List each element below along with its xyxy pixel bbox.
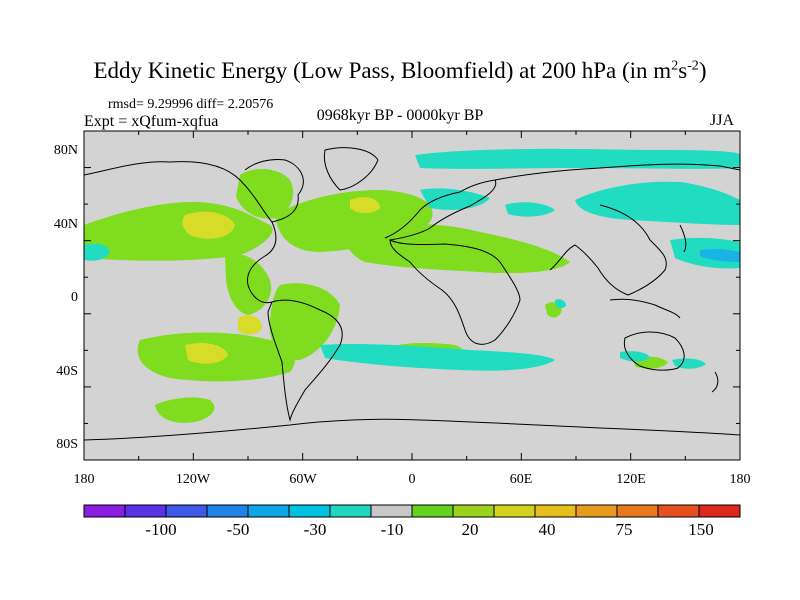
colorbar-box-3 xyxy=(165,504,208,518)
lat-label-80s: 80S xyxy=(56,437,78,452)
colorbar-box-11 xyxy=(493,504,536,518)
region-andes-core xyxy=(238,315,262,335)
colorbar-box-5 xyxy=(247,504,290,518)
colorbar-box-12 xyxy=(534,504,577,518)
region-siberia-cyan xyxy=(575,181,740,225)
colorbar-label-5: 20 xyxy=(461,520,479,539)
region-arctic-cyan xyxy=(415,148,740,169)
region-north-pacific-core xyxy=(182,211,235,239)
region-south-atlantic-cyan xyxy=(320,343,555,371)
title-text: Eddy Kinetic Energy (Low Pass, Bloomfiel… xyxy=(93,58,672,83)
colorbar-box-10 xyxy=(452,504,495,518)
lon-label-0: 0 xyxy=(408,472,416,487)
region-dateline-cyan xyxy=(84,243,110,261)
colorbar-label-8: 150 xyxy=(688,520,714,539)
title-units-s: s xyxy=(678,58,688,83)
lon-label-180e: 180 xyxy=(729,472,751,487)
lon-label-60e: 60E xyxy=(509,472,533,487)
lon-label-60w: 60W xyxy=(289,472,317,487)
colorbar-box-8 xyxy=(370,504,413,518)
region-north-atlantic-core xyxy=(350,197,380,214)
lon-label-120w: 120W xyxy=(175,472,211,487)
colorbar-box-15 xyxy=(657,504,700,518)
period-line: 0968kyr BP - 0000kyr BP xyxy=(316,107,484,124)
colorbar-box-13 xyxy=(575,504,618,518)
region-south-pacific-core xyxy=(185,343,228,364)
lon-label-120e: 120E xyxy=(616,472,646,487)
region-southern-ocean-patch xyxy=(155,397,215,423)
colorbar-box-4 xyxy=(206,504,249,518)
lon-label-180w: 180 xyxy=(73,472,95,487)
coast-australia xyxy=(623,331,685,371)
title-units-sq: 2 xyxy=(671,58,679,74)
lat-label-0: 0 xyxy=(71,290,78,305)
lat-label-40s: 40S xyxy=(56,364,78,379)
coast-greenland xyxy=(323,147,379,191)
colorbar-box-16 xyxy=(698,504,741,518)
colorbar-box-14 xyxy=(616,504,659,518)
colorbar-label-7: 75 xyxy=(615,520,633,539)
region-europe-africa-band xyxy=(346,223,570,274)
colorbar-label-2: -50 xyxy=(226,520,250,539)
colorbar-label-6: 40 xyxy=(538,520,556,539)
coast-north-america xyxy=(84,159,304,304)
colorbar-label-4: -10 xyxy=(380,520,404,539)
axis-ticks xyxy=(83,130,741,461)
region-west-pacific-blue xyxy=(700,249,740,262)
colorbar-label-1: -100 xyxy=(145,520,177,539)
season-label: JJA xyxy=(710,112,735,129)
lat-label-40n: 40N xyxy=(53,217,78,232)
region-hudson-bay xyxy=(236,168,294,219)
anomaly-field xyxy=(84,147,740,441)
region-indian-ocean-cyan xyxy=(555,299,566,309)
coast-new-zealand xyxy=(711,371,719,393)
colorbar-box-9 xyxy=(411,504,454,518)
region-south-america xyxy=(269,283,340,361)
colorbar-box-1 xyxy=(83,504,126,518)
title-units-exp: -2 xyxy=(687,58,699,74)
coast-asia xyxy=(494,163,740,296)
title-close: ) xyxy=(698,58,707,83)
coast-indonesia xyxy=(609,298,681,319)
coast-antarctica xyxy=(84,418,740,441)
experiment-line: Expt = xQfum-xqfua xyxy=(84,113,219,130)
coast-south-america xyxy=(267,299,343,422)
colorbar-box-7 xyxy=(329,504,372,518)
region-central-asia-cyan xyxy=(505,202,555,217)
stats-line: rmsd= 9.29996 diff= 2.20576 xyxy=(108,97,274,112)
coastlines xyxy=(84,147,740,441)
coast-japan xyxy=(679,224,687,253)
colorbar-box-2 xyxy=(124,504,167,518)
coast-africa xyxy=(389,239,521,345)
lat-label-80n: 80N xyxy=(53,143,78,158)
colorbar-box-6 xyxy=(288,504,331,518)
colorbar-label-3: -30 xyxy=(303,520,327,539)
plot-title: Eddy Kinetic Energy (Low Pass, Bloomfiel… xyxy=(0,58,800,84)
